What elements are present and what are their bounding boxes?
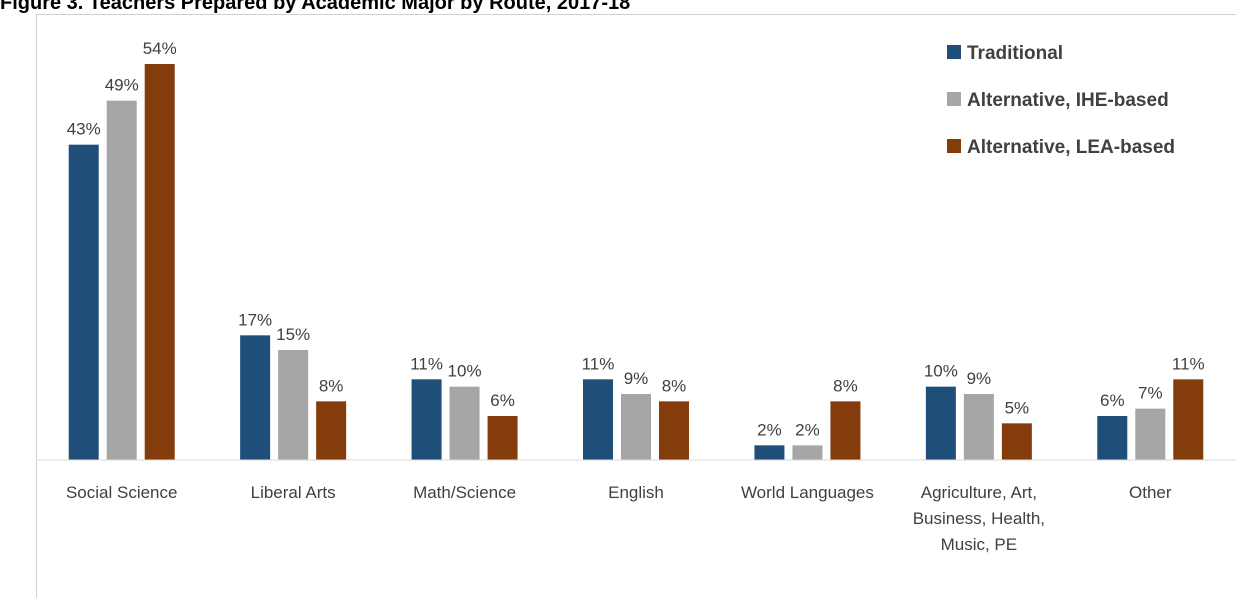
value-label-alternative-lea-based-liberal-arts: 8% — [319, 376, 344, 395]
bar-alternative-lea-based-other — [1173, 379, 1204, 460]
category-label-english: English — [608, 483, 664, 502]
value-label-alternative-lea-based-agriculture-art-business-health-music-pe: 5% — [1005, 398, 1030, 417]
bar-traditional-world-languages — [754, 445, 785, 460]
category-label-world-languages: World Languages — [741, 483, 874, 502]
value-label-traditional-agriculture-art-business-health-music-pe: 10% — [924, 362, 958, 381]
legend: Traditional Alternative, IHE-based Alterna… — [947, 43, 1175, 158]
bar-traditional-social-science — [68, 144, 99, 460]
value-label-traditional-liberal-arts: 17% — [238, 310, 272, 329]
bars-group — [68, 64, 1204, 461]
value-label-alternative-ihe-based-other: 7% — [1138, 384, 1163, 403]
bar-alternative-ihe-based-world-languages — [792, 445, 823, 460]
category-label-liberal-arts: Liberal Arts — [251, 483, 336, 502]
legend-swatch-alternative-lea-based — [947, 139, 961, 153]
bar-alternative-lea-based-english — [659, 401, 689, 460]
legend-swatch-alternative-ihe-based — [947, 92, 961, 106]
bar-traditional-agriculture-art-business-health-music-pe — [925, 386, 956, 460]
bar-alternative-lea-based-social-science — [144, 64, 175, 460]
legend-label-alternative-ihe-based: Alternative, IHE-based — [967, 90, 1169, 111]
value-label-alternative-ihe-based-math-science: 10% — [448, 362, 482, 381]
category-label-agriculture-art-business-health-music-pe-line-3: Music, PE — [941, 535, 1018, 554]
category-label-math-science: Math/Science — [413, 483, 516, 502]
bar-traditional-liberal-arts — [240, 335, 271, 460]
bar-traditional-english — [583, 379, 613, 460]
category-label-agriculture-art-business-health-music-pe-line-2: Business, Health, — [913, 509, 1045, 528]
value-label-traditional-world-languages: 2% — [757, 420, 782, 439]
bar-alternative-ihe-based-liberal-arts — [278, 350, 309, 460]
value-label-alternative-lea-based-math-science: 6% — [490, 391, 515, 410]
category-label-agriculture-art-business-health-music-pe-line-1: Agriculture, Art, — [921, 483, 1037, 502]
bar-alternative-lea-based-agriculture-art-business-health-music-pe — [1001, 423, 1032, 460]
bar-traditional-math-science — [411, 379, 442, 460]
bar-traditional-other — [1097, 416, 1128, 460]
bar-alternative-ihe-based-math-science — [449, 386, 480, 460]
bar-alternative-ihe-based-other — [1135, 408, 1166, 460]
value-label-alternative-lea-based-english: 8% — [662, 376, 687, 395]
value-label-alternative-lea-based-world-languages: 8% — [833, 376, 858, 395]
value-label-alternative-ihe-based-world-languages: 2% — [795, 420, 820, 439]
bar-alternative-lea-based-liberal-arts — [316, 401, 347, 460]
value-label-alternative-ihe-based-english: 9% — [624, 369, 649, 388]
category-label-social-science: Social Science — [66, 483, 178, 502]
legend-label-traditional: Traditional — [967, 43, 1063, 64]
chart-frame — [36, 14, 1236, 598]
bar-alternative-ihe-based-social-science — [106, 100, 137, 461]
value-label-alternative-lea-based-other: 11% — [1172, 354, 1205, 373]
category-labels-group: Social Science Liberal Arts Math/Science En… — [66, 483, 1172, 554]
category-label-other: Other — [1129, 483, 1172, 502]
value-label-alternative-ihe-based-agriculture-art-business-health-music-pe: 9% — [967, 369, 992, 388]
value-label-alternative-ihe-based-liberal-arts: 15% — [276, 325, 310, 344]
bar-alternative-ihe-based-english — [621, 394, 651, 460]
chart-title: Figure 3. Teachers Prepared by Academic … — [0, 0, 631, 14]
bar-alternative-lea-based-math-science — [487, 416, 518, 460]
legend-label-alternative-lea-based: Alternative, LEA-based — [967, 137, 1175, 158]
value-label-traditional-social-science: 43% — [67, 120, 101, 139]
value-label-alternative-lea-based-social-science: 54% — [143, 39, 177, 58]
bar-alternative-ihe-based-agriculture-art-business-health-music-pe — [963, 394, 994, 460]
bar-alternative-lea-based-world-languages — [830, 401, 861, 460]
value-label-traditional-other: 6% — [1100, 391, 1125, 410]
legend-swatch-traditional — [947, 45, 961, 59]
value-labels-group: 43% 49%54% 17%15% 8% 11% 10% 6% 11% 9% 8% 2% 2% 8% 10… — [67, 39, 1205, 439]
value-label-traditional-math-science: 11% — [410, 354, 443, 373]
value-label-alternative-ihe-based-social-science: 49% — [105, 76, 139, 95]
value-label-traditional-english: 11% — [582, 354, 615, 373]
